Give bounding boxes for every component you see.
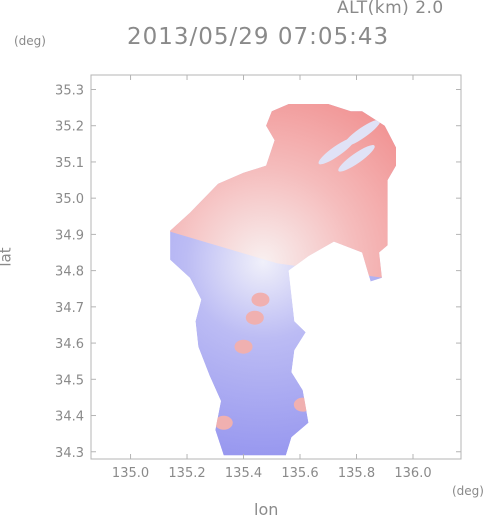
- x-tick-label: 135.8: [338, 466, 375, 481]
- x-tick-label: 135.0: [112, 466, 149, 481]
- y-tick-label: 34.9: [55, 228, 84, 243]
- y-axis-unit: (deg): [14, 34, 46, 48]
- y-tick-label: 34.4: [55, 410, 84, 425]
- positive-cell-3: [214, 415, 233, 430]
- x-axis-label: lon: [254, 500, 279, 519]
- x-tick-label: 135.6: [281, 466, 318, 481]
- y-tick-label: 35.0: [55, 192, 84, 207]
- x-tick-label: 135.2: [168, 466, 205, 481]
- y-tick-label: 34.5: [55, 373, 84, 388]
- y-tick-label: 35.2: [55, 120, 84, 135]
- y-tick-label: 35.3: [55, 83, 84, 98]
- y-tick-label: 35.1: [55, 156, 84, 171]
- y-tick-label: 34.7: [55, 301, 84, 316]
- positive-velocity-region: [170, 104, 396, 289]
- y-tick-label: 34.8: [55, 265, 84, 280]
- timestamp-title: 2013/05/29 07:05:43: [127, 24, 390, 50]
- x-tick-label: 136.0: [394, 466, 431, 481]
- x-tick-label: 135.4: [225, 466, 262, 481]
- plot-frame: [90, 74, 462, 460]
- negative-streak-7: [343, 119, 381, 147]
- positive-cell-1: [245, 310, 264, 325]
- positive-cell-2: [234, 339, 253, 354]
- positive-cell-4: [293, 397, 312, 412]
- negative-streak-6: [338, 145, 375, 172]
- y-tick-label: 34.3: [55, 446, 84, 461]
- altitude-label: ALT(km) 2.0: [337, 0, 444, 18]
- positive-cell-0: [251, 292, 270, 307]
- y-tick-label: 34.6: [55, 337, 84, 352]
- x-axis-unit: (deg): [452, 484, 484, 498]
